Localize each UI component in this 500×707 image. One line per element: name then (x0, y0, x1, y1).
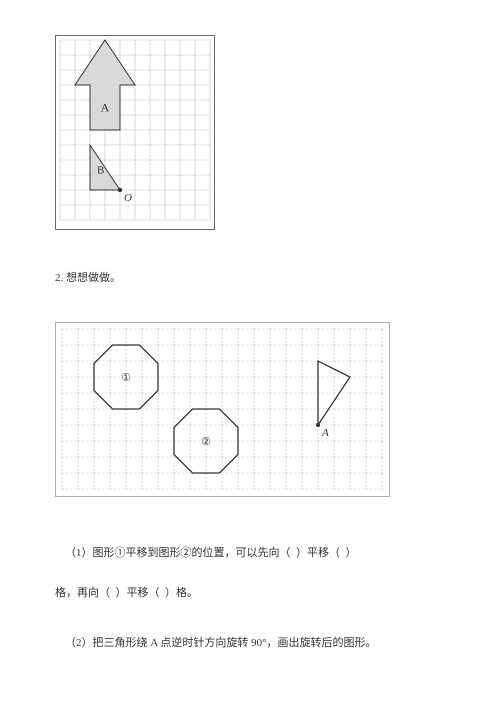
q2: （2）把三角形绕 A 点逆时针方向旋转 90°，画出旋转后的图形。 (65, 635, 376, 653)
q1-line1-end: ） (346, 547, 357, 559)
svg-text:A: A (321, 427, 329, 439)
figure-1: A B O (55, 35, 215, 230)
figure-2: ① ② A (55, 322, 390, 497)
q1-line2-a: 格，再向（ (55, 587, 110, 599)
svg-text:B: B (97, 165, 104, 177)
page: A B O 2. 想想做做。 ① ② A （1）图形①平移到图形②的位置，可以先向（ ）… (0, 0, 500, 707)
svg-text:②: ② (201, 436, 211, 448)
svg-text:①: ① (121, 372, 131, 384)
q1-line1: （1）图形①平移到图形②的位置，可以先向（ ）平移（ ） (65, 545, 357, 563)
q1-line2: 格，再向（ ）平移（ ）格。 (55, 585, 198, 603)
svg-text:A: A (101, 101, 110, 115)
q1-line2-b: ）平移（ (116, 587, 160, 599)
svg-text:O: O (124, 192, 132, 204)
heading-2: 2. 想想做做。 (55, 270, 121, 288)
q1-prefix: （1）图形①平移到图形②的位置，可以先向（ (65, 547, 291, 559)
q1-mid1: ）平移（ (296, 547, 340, 559)
q1-line2-end: ）格。 (165, 587, 198, 599)
